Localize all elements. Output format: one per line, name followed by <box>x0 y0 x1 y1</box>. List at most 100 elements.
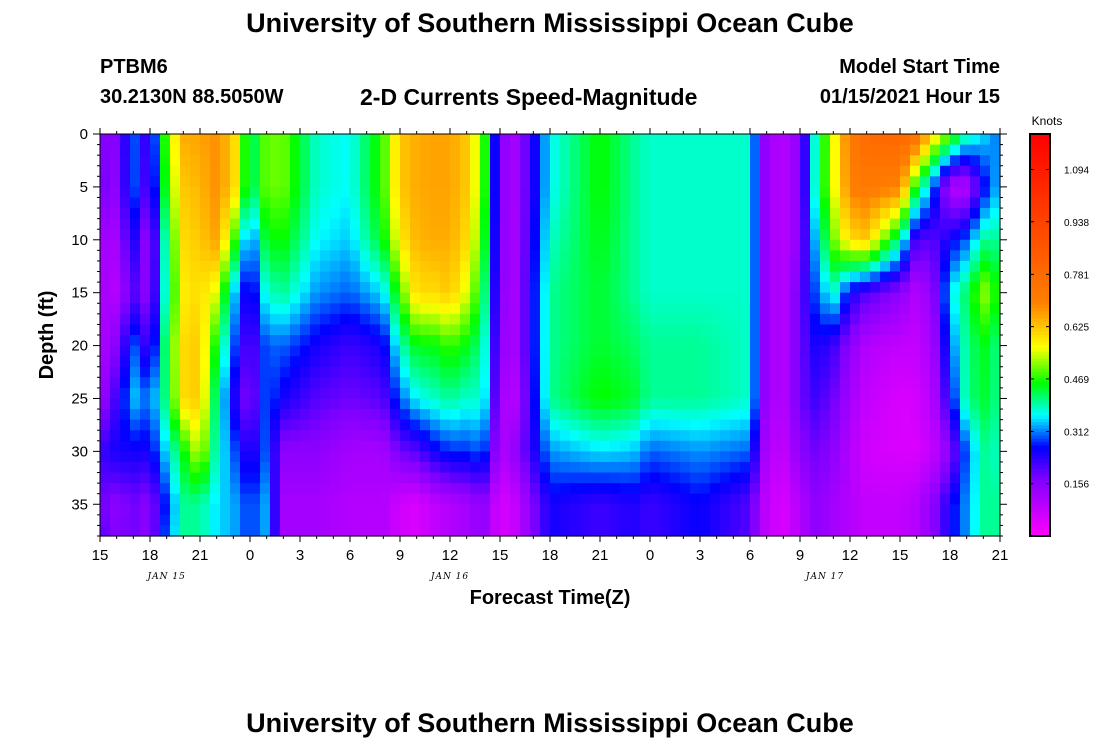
heatmap-cell <box>140 218 151 230</box>
heatmap-cell <box>460 324 471 336</box>
heatmap-cell <box>420 440 431 452</box>
heatmap-cell <box>170 271 181 283</box>
heatmap-cell <box>800 197 811 209</box>
heatmap-cell <box>780 493 791 505</box>
heatmap-cell <box>820 134 831 146</box>
heatmap-cell <box>900 313 911 326</box>
heatmap-cell <box>140 398 151 410</box>
heatmap-cell <box>990 493 1001 505</box>
heatmap-cell <box>250 345 261 357</box>
heatmap-cell <box>140 186 151 199</box>
heatmap-cell <box>760 250 771 262</box>
heatmap-cell <box>340 313 351 326</box>
heatmap-cell <box>290 377 301 389</box>
heatmap-cell <box>390 271 401 283</box>
heatmap-cell <box>470 313 481 326</box>
heatmap-cell <box>440 356 451 368</box>
heatmap-cell <box>980 282 991 294</box>
heatmap-cell <box>390 313 401 326</box>
heatmap-cell <box>270 493 281 505</box>
heatmap-cell <box>490 155 501 167</box>
heatmap-cell <box>240 303 251 315</box>
heatmap-cell <box>200 335 211 347</box>
heatmap-cell <box>530 461 541 474</box>
heatmap-cell <box>180 387 191 400</box>
heatmap-cell <box>770 165 781 177</box>
heatmap-cell <box>100 493 111 505</box>
heatmap-cell <box>720 292 731 304</box>
heatmap-cell <box>280 493 291 505</box>
heatmap-cell <box>920 377 931 389</box>
heatmap-cell <box>910 271 921 283</box>
heatmap-cell <box>490 472 501 484</box>
heatmap-cell <box>740 461 751 474</box>
heatmap-cell <box>430 250 441 262</box>
heatmap-cell <box>240 504 251 516</box>
heatmap-cell <box>160 292 171 304</box>
heatmap-cell <box>990 197 1001 209</box>
heatmap-cell <box>990 483 1001 495</box>
heatmap-cell <box>780 282 791 294</box>
heatmap-cell <box>560 387 571 400</box>
heatmap-cell <box>610 430 621 442</box>
heatmap-cell <box>350 377 361 389</box>
heatmap-cell <box>360 514 371 527</box>
heatmap-cell <box>180 303 191 315</box>
heatmap-cell <box>420 303 431 315</box>
heatmap-cell <box>150 409 161 421</box>
heatmap-cell <box>940 303 951 315</box>
heatmap-cell <box>180 461 191 474</box>
heatmap-cell <box>540 239 551 251</box>
heatmap-cell <box>110 387 121 400</box>
colorbar-segment <box>1030 207 1050 212</box>
heatmap-cell <box>510 313 521 326</box>
heatmap-cell <box>970 483 981 495</box>
heatmap-cell <box>560 419 571 431</box>
heatmap-cell <box>660 282 671 294</box>
heatmap-cell <box>890 419 901 431</box>
colorbar-segment <box>1030 522 1050 527</box>
heatmap-cell <box>930 461 941 474</box>
heatmap-cell <box>350 356 361 368</box>
heatmap-cell <box>680 419 691 431</box>
heatmap-cell <box>110 155 121 167</box>
heatmap-cell <box>550 461 561 474</box>
heatmap-cell <box>430 377 441 389</box>
heatmap-cell <box>460 282 471 294</box>
heatmap-cell <box>890 461 901 474</box>
heatmap-cell <box>650 134 661 146</box>
heatmap-cell <box>130 409 141 421</box>
heatmap-cell <box>890 514 901 527</box>
heatmap-cell <box>600 186 611 199</box>
heatmap-cell <box>910 282 921 294</box>
heatmap-cell <box>940 504 951 516</box>
heatmap-cell <box>680 208 691 220</box>
colorbar-segment <box>1030 515 1050 520</box>
heatmap-cell <box>760 176 771 188</box>
heatmap-cell <box>390 324 401 336</box>
heatmap-cell <box>450 430 461 442</box>
heatmap-cell <box>200 165 211 177</box>
heatmap-cell <box>880 377 891 389</box>
heatmap-cell <box>380 303 391 315</box>
heatmap-cell <box>710 303 721 315</box>
heatmap-cell <box>560 176 571 188</box>
heatmap-cell <box>610 440 621 452</box>
heatmap-cell <box>910 186 921 199</box>
heatmap-cell <box>280 134 291 146</box>
heatmap-cell <box>250 525 261 537</box>
heatmap-cell <box>400 218 411 230</box>
heatmap-cell <box>960 155 971 167</box>
heatmap-cell <box>940 271 951 283</box>
heatmap-cell <box>820 271 831 283</box>
heatmap-cell <box>770 430 781 442</box>
heatmap-cell <box>850 176 861 188</box>
heatmap-cell <box>960 144 971 156</box>
heatmap-cell <box>810 345 821 357</box>
heatmap-cell <box>920 472 931 484</box>
heatmap-cell <box>550 451 561 463</box>
heatmap-cell <box>830 335 841 347</box>
heatmap-cell <box>550 303 561 315</box>
heatmap-cell <box>700 335 711 347</box>
heatmap-cell <box>320 504 331 516</box>
